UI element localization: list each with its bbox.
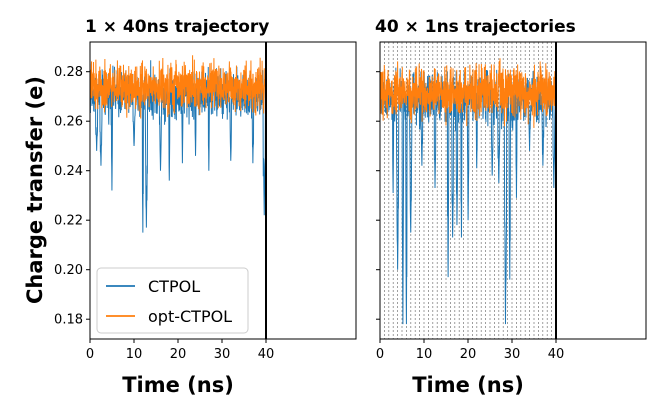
y-tick-label: 0.18 — [54, 313, 83, 328]
legend-label-opt-ctpol: opt-CTPOL — [148, 307, 232, 326]
y-tick-label: 0.22 — [54, 214, 83, 229]
y-tick-label: 0.20 — [54, 263, 83, 278]
right-panel-title: 40 × 1ns trajectories — [375, 17, 576, 37]
right-x-tick-label: 20 — [460, 347, 477, 362]
right-distribution-opt-ctpol — [555, 42, 556, 339]
right-plot-area: 0 10 20 30 40 — [376, 41, 647, 362]
right-x-axis-label: Time (ns) — [412, 373, 524, 397]
left-distribution-opt-ctpol — [265, 42, 266, 339]
left-x-tick-label: 30 — [214, 347, 231, 362]
left-y-ticks: 0.18 0.20 0.22 0.24 0.26 0.28 — [54, 65, 90, 328]
right-x-ticks: 0 10 20 30 40 — [376, 339, 564, 362]
y-tick-label: 0.28 — [54, 65, 83, 80]
y-axis-label: Charge transfer (e) — [23, 76, 47, 304]
left-x-axis-label: Time (ns) — [122, 373, 234, 397]
left-x-tick-label: 20 — [170, 347, 187, 362]
y-tick-label: 0.26 — [54, 115, 83, 130]
left-plot-frame — [89, 41, 357, 340]
left-distribution — [265, 42, 266, 339]
y-tick-label: 0.24 — [54, 164, 83, 179]
right-distribution-ctpol — [555, 42, 556, 339]
right-x-tick-label: 10 — [416, 347, 433, 362]
right-y-ticks — [376, 71, 380, 320]
left-trace-opt-ctpol — [90, 55, 266, 119]
left-x-tick-label: 10 — [126, 347, 143, 362]
right-x-tick-label: 40 — [548, 347, 565, 362]
right-series-traces — [380, 58, 556, 325]
right-distribution — [555, 42, 556, 339]
left-series-traces — [90, 55, 266, 233]
legend-label-ctpol: CTPOL — [148, 277, 200, 296]
left-distribution-ctpol — [265, 42, 266, 339]
right-plot-frame — [379, 41, 647, 340]
left-x-ticks: 0 10 20 30 40 — [86, 339, 274, 362]
right-trace-opt-ctpol — [380, 58, 556, 128]
left-plot-area: 0.18 0.20 0.22 0.24 0.26 0.28 0 10 20 30 40 CTPOL… — [54, 41, 357, 362]
right-x-tick-label: 30 — [504, 347, 521, 362]
right-x-tick-label: 0 — [376, 347, 384, 362]
left-x-tick-label: 40 — [258, 347, 275, 362]
left-panel-title: 1 × 40ns trajectory — [85, 17, 269, 37]
left-x-tick-label: 0 — [86, 347, 94, 362]
legend: CTPOL opt-CTPOL — [96, 267, 249, 334]
